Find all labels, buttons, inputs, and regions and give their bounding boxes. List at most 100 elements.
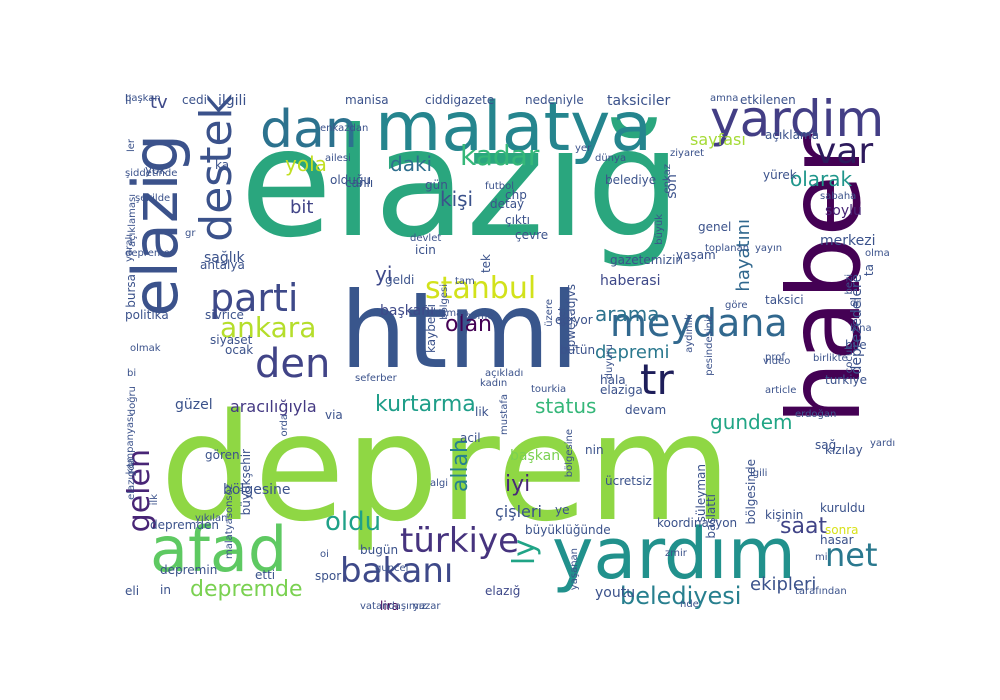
word-6: afad <box>150 513 288 586</box>
word-101: chp <box>505 188 527 202</box>
word-67: taksiciler <box>607 94 671 109</box>
word-126: yaşanan <box>569 548 580 591</box>
word-141: pesindesiniz <box>704 314 715 376</box>
word-124: nde <box>680 599 699 610</box>
word-cloud: deprem elazığ html haber yardım malatya afad el… <box>125 94 895 612</box>
word-162: enkazdan <box>320 123 369 134</box>
word-30: yola <box>285 152 327 176</box>
word-195: çocuk <box>844 344 855 374</box>
word-170: gr <box>185 228 196 239</box>
word-97: ziyaret <box>670 148 705 159</box>
word-166: ler <box>126 139 137 153</box>
word-40: hayatını <box>733 219 754 292</box>
word-25: belediyesi <box>620 582 742 610</box>
word-60: depremden <box>150 518 219 532</box>
word-80: bile <box>845 338 867 352</box>
word-13: tr <box>640 355 674 404</box>
word-122: oi <box>320 549 329 560</box>
word-172: antalya <box>200 258 245 272</box>
word-64: manisa <box>345 94 389 107</box>
word-105: bütün <box>560 343 596 357</box>
word-38: gundem <box>710 410 793 434</box>
word-113: ye <box>555 503 570 517</box>
word-145: açıkladı <box>485 368 524 379</box>
word-87: koordinasyon <box>657 516 738 530</box>
word-186: algi <box>430 478 449 489</box>
word-23: ly <box>507 539 542 566</box>
word-61: büyükşehir <box>239 449 253 516</box>
word-58: sağlık <box>204 250 245 266</box>
word-125: zmir <box>665 548 687 559</box>
word-106: hala <box>600 373 626 387</box>
word-184: gören <box>205 448 240 462</box>
word-163: ailesi <box>325 153 351 164</box>
word-158: gün <box>425 178 448 192</box>
word-89: yaşam <box>676 248 716 262</box>
word-59: bölgesine <box>223 482 291 498</box>
word-42: sayfası <box>690 130 746 149</box>
word-16: bakanı <box>340 551 454 591</box>
word-53: sonra <box>825 523 859 537</box>
word-160: li <box>125 94 132 107</box>
word-123: guncel <box>375 563 409 574</box>
word-2: html <box>340 270 580 392</box>
word-99: çevre <box>515 228 549 242</box>
word-194: bezi <box>844 274 855 295</box>
word-70: açıklama <box>765 128 819 142</box>
word-68: amna <box>710 94 739 104</box>
word-198: başkan <box>125 94 161 104</box>
word-171: depreme <box>125 248 170 259</box>
word-152: geldi <box>385 273 415 287</box>
word-11: parti <box>210 276 299 320</box>
word-165: bursa <box>125 274 138 308</box>
word-119: in <box>160 583 171 597</box>
word-108: devam <box>625 403 667 417</box>
word-44: bit <box>290 197 314 218</box>
word-15: den <box>255 341 331 387</box>
word-28: olarak <box>790 167 853 191</box>
word-196: yaralı <box>125 234 135 262</box>
word-100: çıktı <box>505 213 530 227</box>
word-45: tv <box>150 94 168 113</box>
word-140: afet <box>557 307 568 327</box>
word-14: var <box>815 131 874 172</box>
word-187: ilk <box>149 494 160 506</box>
word-94: büyük <box>654 214 665 245</box>
word-127: mi <box>815 552 828 563</box>
word-24: oldu <box>325 507 382 537</box>
word-146: üzere <box>544 299 555 327</box>
word-180: seferber <box>355 373 397 384</box>
word-92: gazetemizin <box>610 253 684 267</box>
word-120: eli <box>125 584 140 598</box>
word-178: doğru <box>127 386 138 416</box>
word-5: malatya <box>375 94 653 167</box>
word-52: lira <box>380 599 399 612</box>
word-137: prof <box>765 352 785 363</box>
word-17: türkiye <box>400 521 520 561</box>
word-128: sağ <box>815 438 837 452</box>
word-174: sivrice <box>205 308 244 322</box>
word-51: elazığ <box>485 584 521 598</box>
word-138: aydınlık <box>684 314 695 353</box>
word-91: toplanan <box>705 243 750 254</box>
word-93: belediye <box>605 173 657 187</box>
word-197: depremin <box>160 563 218 577</box>
word-82: taksici <box>765 293 804 307</box>
word-9: yardim <box>710 94 885 148</box>
word-26: depremde <box>190 577 303 602</box>
word-148: tam <box>455 276 475 287</box>
word-57: güzel <box>175 397 213 413</box>
word-54: haberasi <box>600 273 661 289</box>
word-47: çişleri <box>495 502 542 521</box>
word-46: aracılığıyla <box>230 397 317 416</box>
word-27: kurtarma <box>375 392 476 417</box>
word-107: elaziga <box>600 383 643 397</box>
word-12: meydana <box>610 301 788 345</box>
word-62: ilgili <box>218 94 247 109</box>
word-135: dr <box>850 298 861 309</box>
word-133: birlikte <box>813 353 848 364</box>
word-193: olma <box>865 248 890 259</box>
word-189: yıkılan <box>195 513 228 524</box>
word-33: olan <box>445 312 492 337</box>
word-73: merkezi <box>820 233 876 249</box>
